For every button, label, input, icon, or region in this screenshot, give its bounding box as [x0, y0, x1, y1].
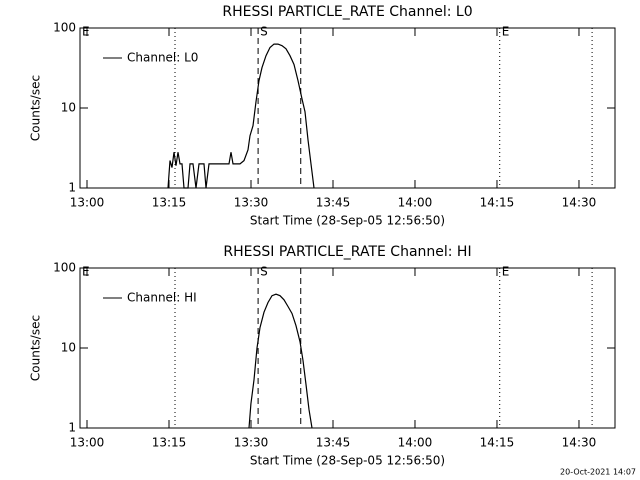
x-tick-label: 14:00	[398, 436, 433, 450]
y-tick-label: 10	[61, 101, 76, 115]
x-tick-label: 14:15	[480, 436, 515, 450]
x-tick-label: 14:15	[480, 196, 515, 210]
event-marker: S	[260, 265, 268, 279]
x-tick-label: 13:30	[234, 196, 269, 210]
x-tick-label: 14:30	[562, 436, 597, 450]
data-line	[167, 43, 315, 189]
y-tick-label: 1	[68, 421, 76, 435]
x-tick-label: 13:45	[316, 436, 351, 450]
x-tick-label: 13:00	[70, 196, 105, 210]
event-marker: E	[82, 265, 90, 279]
chart-title: RHESSI PARTICLE_RATE Channel: HI	[223, 244, 471, 260]
y-tick-label: 1	[68, 181, 76, 195]
x-tick-label: 13:00	[70, 436, 105, 450]
x-axis-label: Start Time (28-Sep-05 12:56:50)	[250, 214, 445, 228]
x-tick-label: 14:00	[398, 196, 433, 210]
event-marker: E	[82, 25, 90, 39]
x-tick-label: 13:45	[316, 196, 351, 210]
x-tick-label: 13:15	[152, 436, 187, 450]
x-tick-label: 13:30	[234, 436, 269, 450]
data-line	[248, 293, 313, 429]
y-tick-label: 10	[61, 341, 76, 355]
footer: 20-Oct-2021 14:07	[560, 468, 636, 477]
legend-label: Channel: HI	[127, 291, 197, 305]
x-tick-label: 14:30	[562, 196, 597, 210]
x-tick-label: 13:15	[152, 196, 187, 210]
event-marker: E	[502, 265, 510, 279]
event-marker: E	[502, 25, 510, 39]
y-axis-label: Counts/sec	[29, 315, 43, 381]
y-axis-label: Counts/sec	[29, 75, 43, 141]
y-tick-label: 100	[53, 261, 76, 275]
y-tick-label: 100	[53, 21, 76, 35]
chart-title: RHESSI PARTICLE_RATE Channel: L0	[222, 4, 472, 20]
event-marker: S	[260, 25, 268, 39]
x-axis-label: Start Time (28-Sep-05 12:56:50)	[250, 454, 445, 468]
legend-label: Channel: L0	[127, 51, 198, 65]
